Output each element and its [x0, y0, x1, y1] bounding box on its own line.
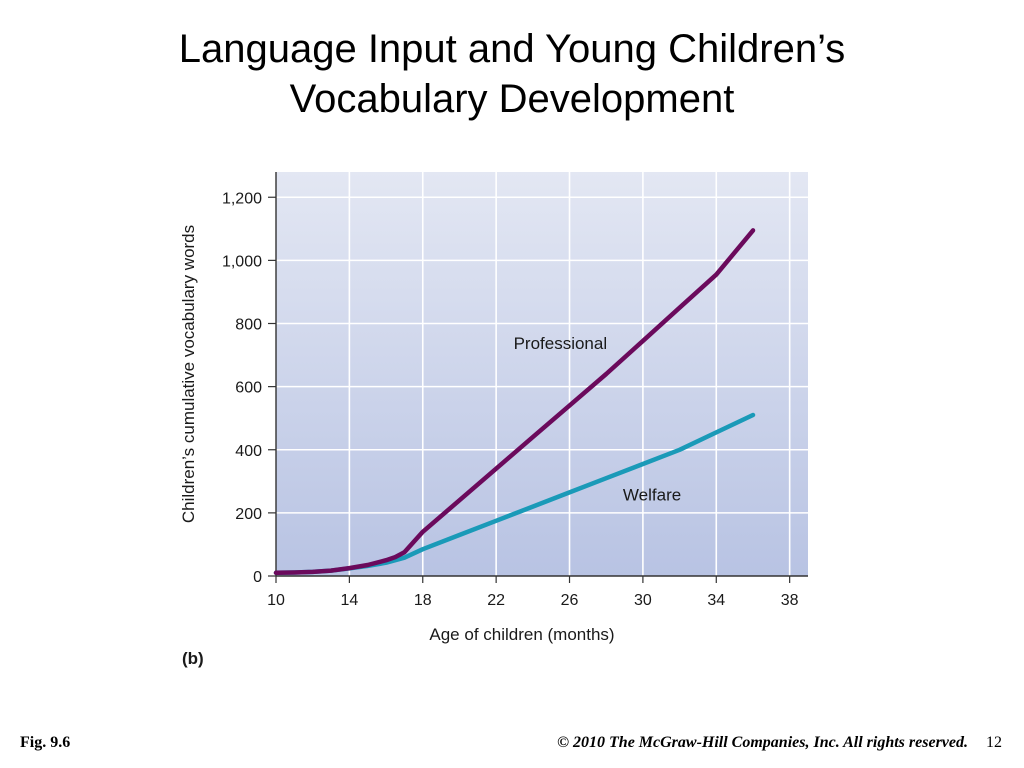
- x-axis-label: Age of children (months): [429, 625, 614, 644]
- x-tick-label-14: 14: [340, 592, 358, 609]
- plot-area: [276, 172, 808, 576]
- x-tick-label-30: 30: [634, 592, 652, 609]
- x-tick-label-22: 22: [487, 592, 505, 609]
- series-lines: [273, 228, 756, 576]
- y-tick-label-1200: 1,200: [222, 190, 262, 207]
- y-tick-label-400: 400: [235, 443, 262, 460]
- y-tick-label-600: 600: [235, 380, 262, 397]
- footer-right: © 2010 The McGraw-Hill Companies, Inc. A…: [557, 734, 1002, 752]
- y-tick-label-1000: 1,000: [222, 253, 262, 270]
- series-labels: Professional Welfare: [514, 334, 682, 505]
- title-line-2: Vocabulary Development: [289, 77, 735, 121]
- panel-label: (b): [182, 649, 204, 668]
- y-tick-label-200: 200: [235, 506, 262, 523]
- y-tick-label-800: 800: [235, 317, 262, 334]
- series-label-welfare: Welfare: [623, 485, 681, 504]
- axes: 10 14 18 22 26 30 34 38 0 200 400 600 800 1,000 1,200: [222, 172, 808, 609]
- copyright-notice: © 2010 The McGraw-Hill Companies, Inc. A…: [557, 734, 968, 751]
- y-tick-label-0: 0: [253, 569, 262, 586]
- figure-label: Fig. 9.6: [20, 734, 71, 751]
- x-tick-label-38: 38: [781, 592, 799, 609]
- slide-title: Language Input and Young Children’s Voca…: [0, 24, 1024, 124]
- x-tick-label-18: 18: [414, 592, 432, 609]
- x-tick-label-10: 10: [267, 592, 285, 609]
- title-line-1: Language Input and Young Children’s: [178, 27, 846, 71]
- x-tick-label-34: 34: [707, 592, 725, 609]
- series-line-professional: [273, 228, 756, 576]
- series-label-professional: Professional: [514, 334, 608, 353]
- vocabulary-line-chart: 10 14 18 22 26 30 34 3802004006008001,0001,200 …: [179, 172, 808, 668]
- x-tick-label-26: 26: [561, 592, 579, 609]
- grid: [276, 172, 808, 576]
- page-number: 12: [986, 734, 1002, 751]
- y-axis-label: Children’s cumulative vocabulary words: [179, 225, 198, 523]
